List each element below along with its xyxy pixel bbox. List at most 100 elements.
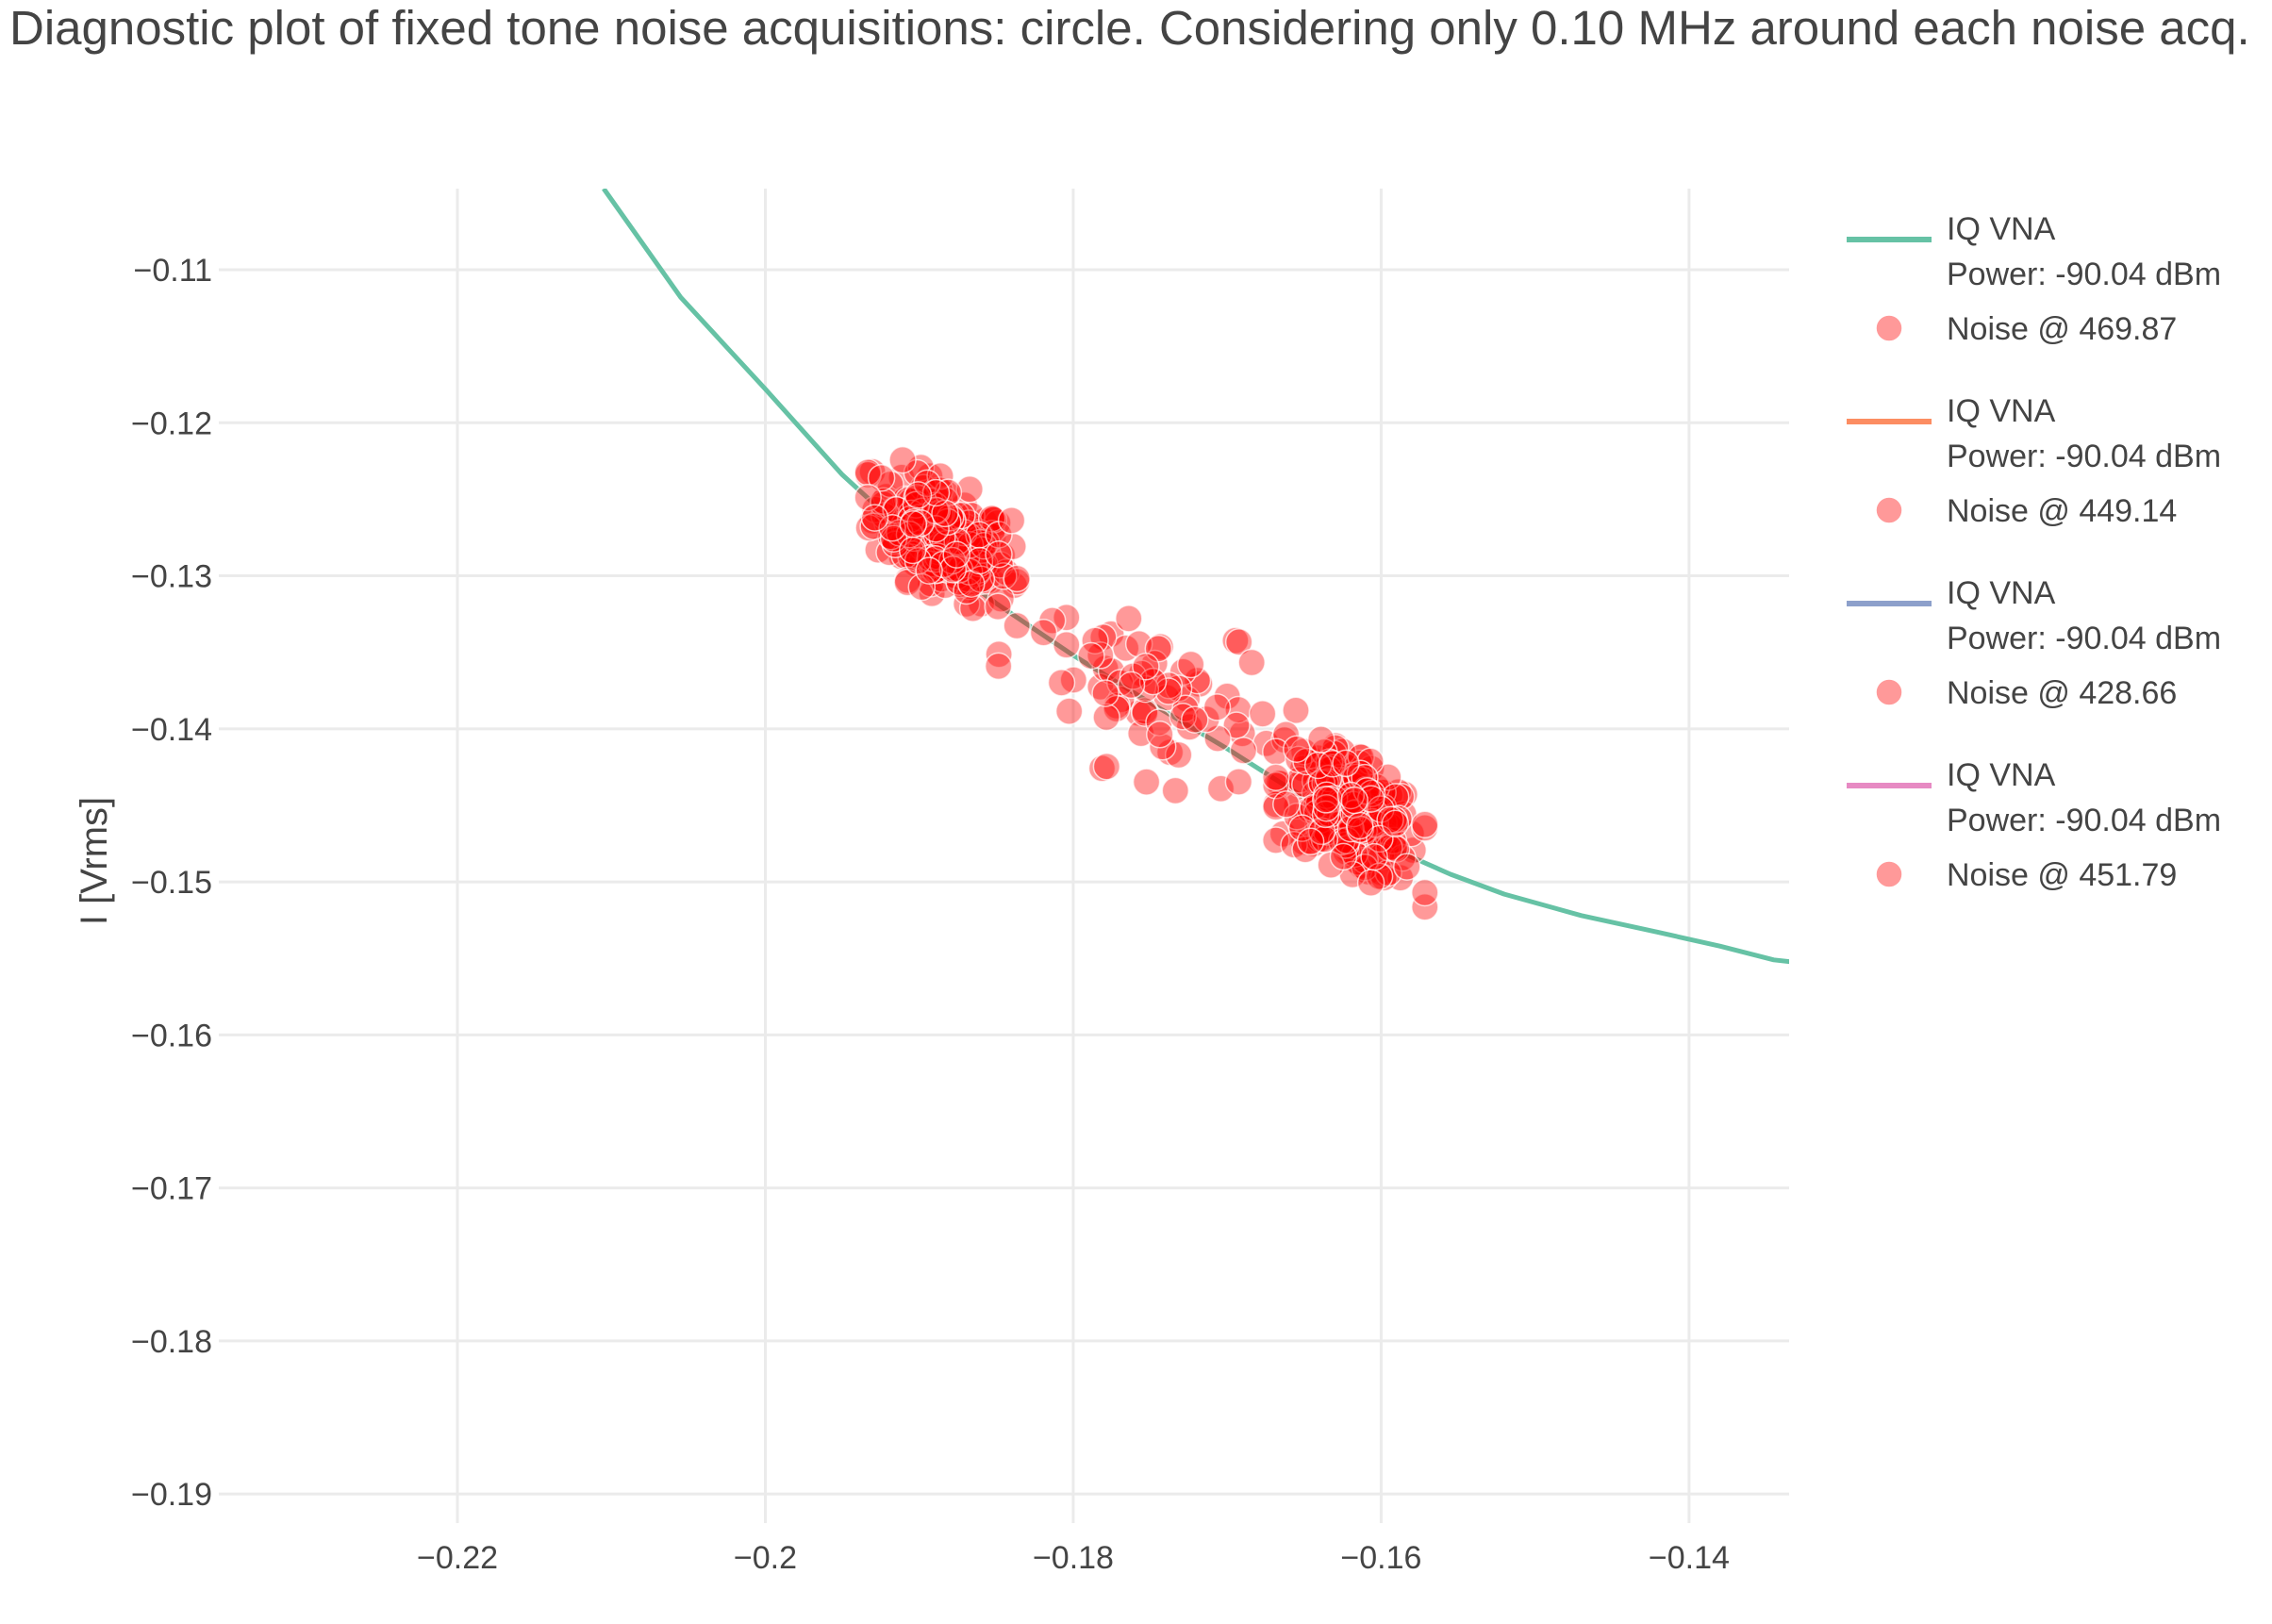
noise-series-2	[1262, 725, 1439, 921]
plot-area	[602, 189, 1789, 969]
noise-point	[867, 463, 896, 492]
legend-group-3[interactable]: IQ VNA Power: -90.04 dBm Noise @ 451.79	[1847, 757, 2221, 893]
noise-point	[1047, 669, 1076, 697]
noise-point	[1054, 697, 1084, 725]
noise-point	[1262, 826, 1290, 854]
y-tick-label: −0.19	[131, 1477, 212, 1513]
noise-point	[1154, 671, 1184, 700]
noise-series-0	[854, 445, 1031, 640]
noise-point	[1003, 611, 1031, 640]
noise-point	[854, 458, 882, 487]
noise-point	[1169, 703, 1198, 731]
noise-point	[1154, 677, 1183, 705]
noise-point	[1282, 696, 1310, 725]
y-tick-label: −0.18	[131, 1324, 212, 1360]
noise-point	[1262, 792, 1290, 821]
noise-point	[878, 514, 906, 542]
x-axis-ticks: −0.22 −0.2 −0.18 −0.16 −0.14	[417, 1540, 1730, 1576]
noise-point	[985, 539, 1013, 569]
noise-point	[985, 639, 1013, 669]
noise-point	[1183, 666, 1212, 695]
noise-point	[1296, 827, 1325, 856]
noise-point	[1092, 703, 1120, 732]
legend-marker-swatch	[1875, 678, 1903, 706]
noise-point	[899, 509, 928, 539]
noise-point	[1312, 786, 1340, 814]
noise-point	[958, 594, 987, 622]
legend-marker-swatch	[1875, 314, 1903, 342]
legend-noise-label: Noise @ 449.14	[1947, 493, 2177, 529]
noise-point	[1366, 824, 1394, 853]
noise-point	[1077, 641, 1105, 671]
noise-point	[915, 556, 943, 585]
noise-point	[1307, 817, 1336, 846]
noise-point	[1271, 721, 1301, 749]
legend-line-label: IQ VNA	[1947, 393, 2056, 429]
legend-group-1[interactable]: IQ VNA Power: -90.04 dBm Noise @ 449.14	[1847, 393, 2221, 529]
noise-point	[1248, 700, 1277, 728]
noise-point	[860, 504, 889, 532]
noise-point	[921, 478, 951, 507]
noise-point	[1381, 809, 1410, 838]
legend-noise-label: Noise @ 428.66	[1947, 675, 2177, 711]
noise-point	[931, 499, 959, 528]
noise-point	[1272, 790, 1301, 819]
noise-point	[1146, 721, 1174, 749]
y-tick-label: −0.11	[133, 253, 212, 289]
y-axis-title: I [Vrms]	[74, 797, 115, 925]
y-axis-ticks: −0.11 −0.12 −0.13 −0.14 −0.15 −0.16 −0.17 −0.18…	[131, 253, 212, 1513]
noise-point	[1164, 740, 1193, 770]
noise-point	[1237, 648, 1266, 677]
noise-point	[1176, 650, 1205, 679]
noise-point	[1224, 627, 1253, 656]
noise-point	[1029, 618, 1058, 647]
noise-point	[1224, 768, 1253, 796]
noise-point	[1181, 705, 1209, 734]
noise-point	[1283, 735, 1311, 763]
legend-line-label: IQ VNA	[1947, 211, 2056, 247]
noise-point	[1117, 671, 1146, 700]
noise-point	[1192, 704, 1220, 734]
noise-point	[1356, 869, 1385, 897]
noise-point	[997, 506, 1026, 535]
y-tick-label: −0.13	[131, 559, 212, 595]
noise-point	[1202, 693, 1232, 721]
noise-point	[1262, 763, 1290, 791]
legend-group-2[interactable]: IQ VNA Power: -90.04 dBm Noise @ 428.66	[1847, 575, 2221, 711]
x-tick-label: −0.16	[1340, 1540, 1421, 1576]
noise-point	[1329, 842, 1358, 871]
x-tick-label: −0.14	[1649, 1540, 1730, 1576]
noise-point	[1086, 641, 1115, 670]
legend-line-sublabel: Power: -90.04 dBm	[1947, 803, 2221, 838]
noise-point	[1087, 754, 1117, 783]
noise-point	[1138, 667, 1168, 696]
x-tick-label: −0.18	[1033, 1540, 1114, 1576]
iq-vna-line-0	[602, 189, 1789, 969]
legend-line-label: IQ VNA	[1947, 757, 2056, 793]
noise-point	[1336, 781, 1366, 810]
noise-point	[984, 592, 1012, 621]
legend-line-sublabel: Power: -90.04 dBm	[1947, 439, 2221, 474]
y-tick-label: −0.17	[131, 1171, 212, 1207]
noise-point	[936, 504, 965, 532]
legend-marker-swatch	[1875, 496, 1903, 524]
noise-point	[1340, 786, 1368, 815]
y-tick-label: −0.16	[131, 1018, 212, 1053]
noise-point	[1053, 631, 1081, 659]
noise-point	[1146, 633, 1175, 661]
noise-point	[1360, 842, 1388, 871]
noise-point	[1411, 878, 1439, 907]
noise-point	[984, 652, 1013, 681]
chart-title: Diagnostic plot of fixed tone noise acqu…	[9, 1, 2250, 55]
noise-point	[942, 540, 970, 569]
y-tick-label: −0.15	[131, 865, 212, 901]
noise-point	[955, 474, 984, 504]
noise-point	[907, 572, 937, 602]
legend-group-0[interactable]: IQ VNA Power: -90.04 dBm Noise @ 469.87	[1847, 211, 2221, 347]
noise-point	[1411, 810, 1439, 838]
noise-point	[1091, 679, 1119, 707]
noise-point	[1132, 653, 1160, 681]
y-tick-label: −0.14	[131, 712, 212, 748]
noise-point	[906, 508, 935, 538]
